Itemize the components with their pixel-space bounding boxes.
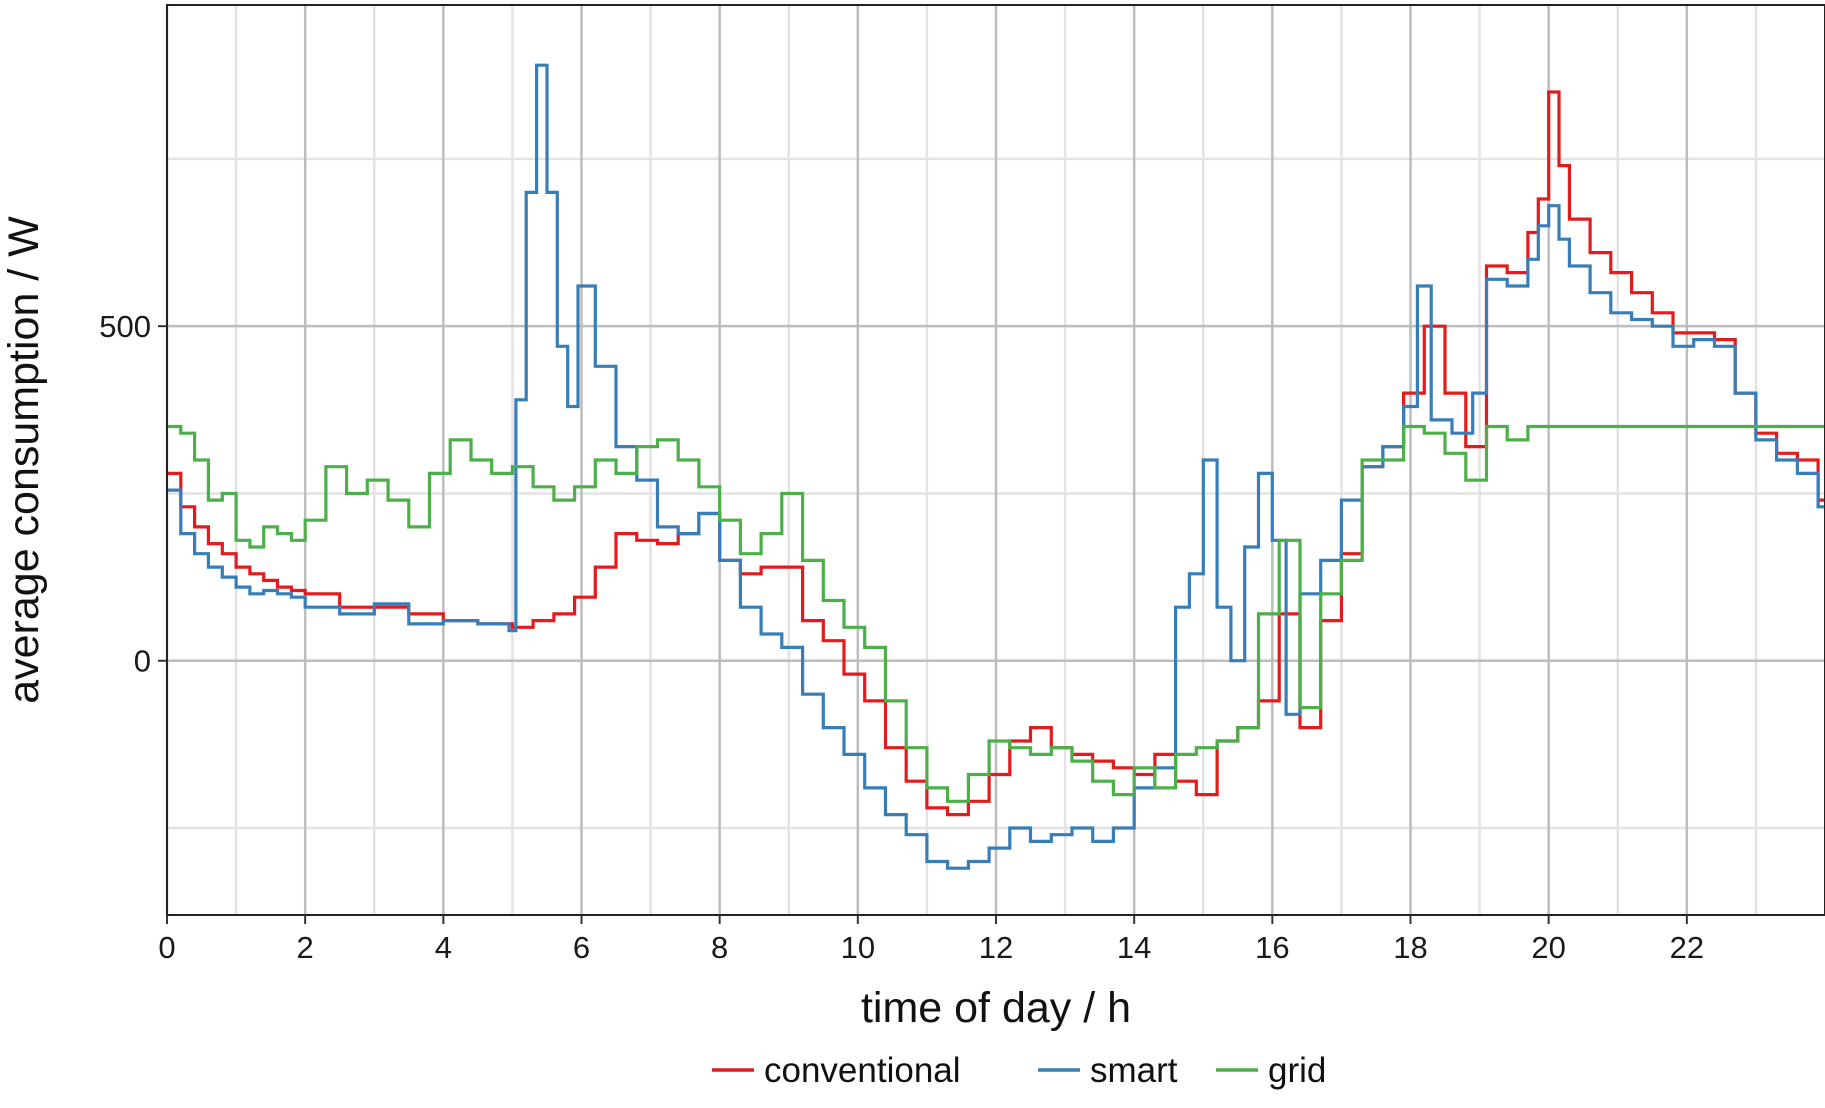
y-tick-label: 500 [99, 309, 151, 344]
legend-label-grid: grid [1268, 1051, 1326, 1090]
y-tick-label: 0 [134, 644, 151, 679]
x-tick-label: 8 [711, 930, 728, 965]
legend: conventional smart grid [712, 1051, 1326, 1090]
legend-label-smart: smart [1090, 1051, 1178, 1090]
x-axis-title: time of day / h [861, 984, 1131, 1032]
x-tick-label: 4 [435, 930, 452, 965]
series-line-grid [167, 424, 1825, 803]
axes: 0 2 4 6 8 10 12 14 16 18 20 22 0 500 [99, 309, 1704, 965]
x-tick-label: 18 [1393, 930, 1427, 965]
x-tick-label: 2 [297, 930, 314, 965]
grid-lines [165, 5, 1825, 915]
x-tick-label: 22 [1670, 930, 1704, 965]
series-lines [167, 63, 1825, 870]
x-tick-label: 14 [1117, 930, 1151, 965]
x-tick-label: 10 [841, 930, 875, 965]
x-tick-label: 0 [158, 930, 175, 965]
series-line-conventional [167, 90, 1825, 817]
series-line-smart [167, 63, 1825, 870]
x-tick-label: 16 [1255, 930, 1289, 965]
y-axis-title: average consumption / W [0, 216, 48, 704]
x-tick-label: 6 [573, 930, 590, 965]
x-tick-label: 20 [1531, 930, 1565, 965]
x-tick-label: 12 [979, 930, 1013, 965]
legend-label-conventional: conventional [764, 1051, 961, 1090]
